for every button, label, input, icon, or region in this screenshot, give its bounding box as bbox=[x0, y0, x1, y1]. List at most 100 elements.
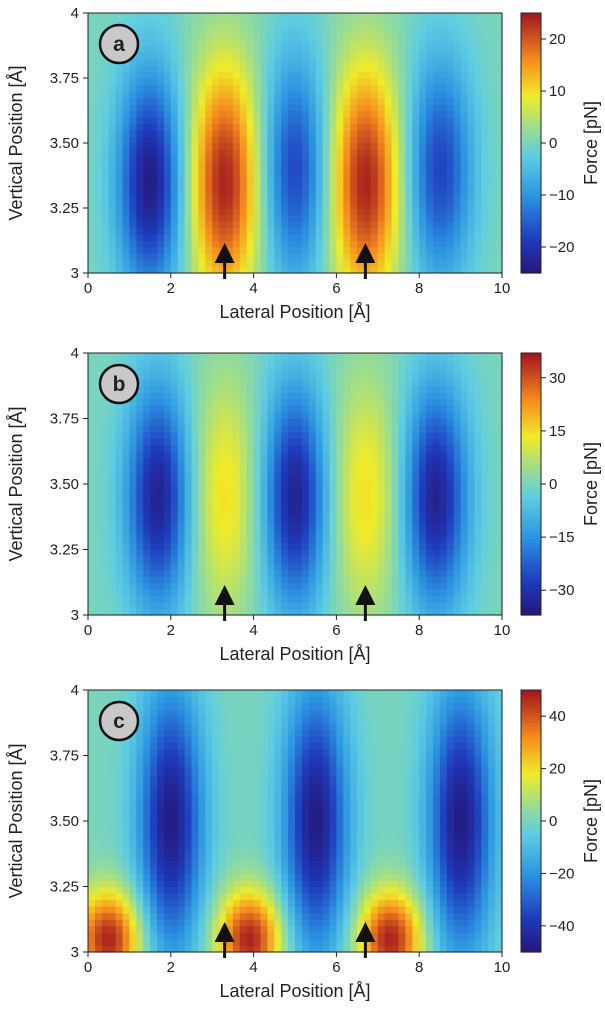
heatmap-cell bbox=[239, 19, 248, 27]
heatmap-cell bbox=[460, 201, 469, 209]
heatmap-cell bbox=[157, 162, 165, 170]
heatmap-cell bbox=[322, 556, 331, 564]
heatmap-cell bbox=[460, 182, 469, 190]
heatmap-cell bbox=[446, 162, 455, 170]
heatmap-cell bbox=[108, 169, 117, 177]
heatmap-cell bbox=[446, 136, 455, 144]
heatmap-cell bbox=[198, 214, 206, 222]
heatmap-cell bbox=[453, 266, 462, 274]
heatmap-cell bbox=[88, 523, 96, 531]
heatmap-cell bbox=[108, 542, 117, 551]
heatmap-cell bbox=[474, 156, 482, 164]
heatmap-cell bbox=[322, 431, 331, 439]
heatmap-cell bbox=[329, 221, 337, 229]
heatmap-cell bbox=[308, 575, 317, 583]
heatmap-cell bbox=[198, 130, 206, 138]
heatmap-cell bbox=[101, 470, 110, 479]
heatmap-cell bbox=[226, 156, 234, 164]
heatmap-cell bbox=[419, 123, 427, 131]
heatmap-cell bbox=[439, 385, 448, 393]
heatmap-cell bbox=[384, 175, 393, 183]
heatmap-cell bbox=[453, 32, 462, 40]
heatmap-cell bbox=[212, 503, 220, 511]
heatmap-cell bbox=[460, 221, 469, 229]
heatmap-cell bbox=[184, 392, 193, 400]
heatmap-cell bbox=[322, 234, 331, 242]
heatmap-cell bbox=[136, 175, 144, 183]
heatmap-cell bbox=[481, 123, 489, 131]
heatmap-cell bbox=[453, 143, 462, 151]
heatmap-cell bbox=[177, 149, 186, 157]
heatmap-cell bbox=[150, 372, 158, 380]
heatmap-cell bbox=[433, 497, 441, 505]
heatmap-cell bbox=[315, 556, 324, 564]
heatmap-cell bbox=[301, 379, 310, 387]
heatmap-cell bbox=[115, 503, 124, 511]
heatmap-cell bbox=[170, 444, 179, 452]
heatmap-cell bbox=[246, 71, 255, 79]
heatmap-cell bbox=[329, 405, 337, 413]
heatmap-cell bbox=[260, 398, 268, 406]
heatmap-cell bbox=[184, 484, 193, 492]
heatmap-cell bbox=[157, 582, 165, 590]
heatmap-cell bbox=[301, 240, 310, 248]
heatmap-cell bbox=[129, 253, 137, 261]
heatmap-cell bbox=[350, 195, 358, 203]
heatmap-cell bbox=[467, 195, 475, 203]
heatmap-cell bbox=[136, 91, 144, 99]
heatmap-cell bbox=[426, 385, 434, 393]
heatmap-cell bbox=[94, 266, 103, 274]
heatmap-cell bbox=[357, 45, 365, 53]
heatmap-cell bbox=[439, 97, 448, 105]
heatmap-cell bbox=[212, 582, 220, 590]
heatmap-cell bbox=[315, 497, 324, 505]
heatmap-cell bbox=[88, 490, 96, 498]
heatmap-cell bbox=[136, 470, 144, 479]
heatmap-cell bbox=[412, 78, 420, 86]
heatmap-cell bbox=[453, 58, 462, 66]
heatmap-cell bbox=[412, 156, 420, 164]
heatmap-cell bbox=[350, 385, 358, 393]
heatmap-cell bbox=[226, 353, 234, 361]
heatmap-cell bbox=[377, 366, 386, 374]
heatmap-cell bbox=[295, 65, 303, 73]
heatmap-cell bbox=[446, 240, 455, 248]
heatmap-cell bbox=[226, 549, 234, 557]
heatmap-cell bbox=[329, 117, 337, 125]
heatmap-cell bbox=[329, 484, 337, 492]
heatmap-cell bbox=[226, 117, 234, 125]
colorbar-segment bbox=[521, 29, 541, 34]
heatmap-cell bbox=[94, 556, 103, 564]
heatmap-cell bbox=[495, 398, 503, 406]
heatmap-cell bbox=[295, 19, 303, 27]
heatmap-cell bbox=[357, 431, 365, 439]
heatmap-cell bbox=[370, 484, 379, 492]
heatmap-cell bbox=[412, 162, 420, 170]
heatmap-cell bbox=[170, 149, 179, 157]
heatmap-cell bbox=[329, 418, 337, 426]
colorbar-segment bbox=[521, 45, 541, 50]
heatmap-cell bbox=[288, 221, 296, 229]
heatmap-cell bbox=[281, 97, 289, 105]
heatmap-cell bbox=[398, 84, 406, 92]
heatmap-cell bbox=[391, 52, 400, 60]
heatmap-cell bbox=[481, 13, 489, 21]
heatmap-cell bbox=[143, 84, 151, 92]
heatmap-cell bbox=[274, 608, 282, 616]
heatmap-cell bbox=[301, 182, 310, 190]
heatmap-cell bbox=[226, 411, 234, 420]
heatmap-cell bbox=[274, 78, 282, 86]
heatmap-cell bbox=[481, 78, 489, 86]
heatmap-cell bbox=[446, 451, 455, 459]
heatmap-cell bbox=[433, 52, 441, 60]
heatmap-cell bbox=[488, 405, 496, 413]
colorbar-segment bbox=[521, 266, 541, 271]
colorbar-segment bbox=[521, 78, 541, 82]
heatmap-cell bbox=[288, 359, 296, 367]
heatmap-cell bbox=[170, 240, 179, 248]
colorbar-segment bbox=[521, 457, 541, 462]
heatmap-cell bbox=[205, 110, 213, 118]
heatmap-cell bbox=[115, 444, 124, 452]
heatmap-cell bbox=[260, 227, 268, 235]
heatmap-cell bbox=[150, 19, 158, 27]
